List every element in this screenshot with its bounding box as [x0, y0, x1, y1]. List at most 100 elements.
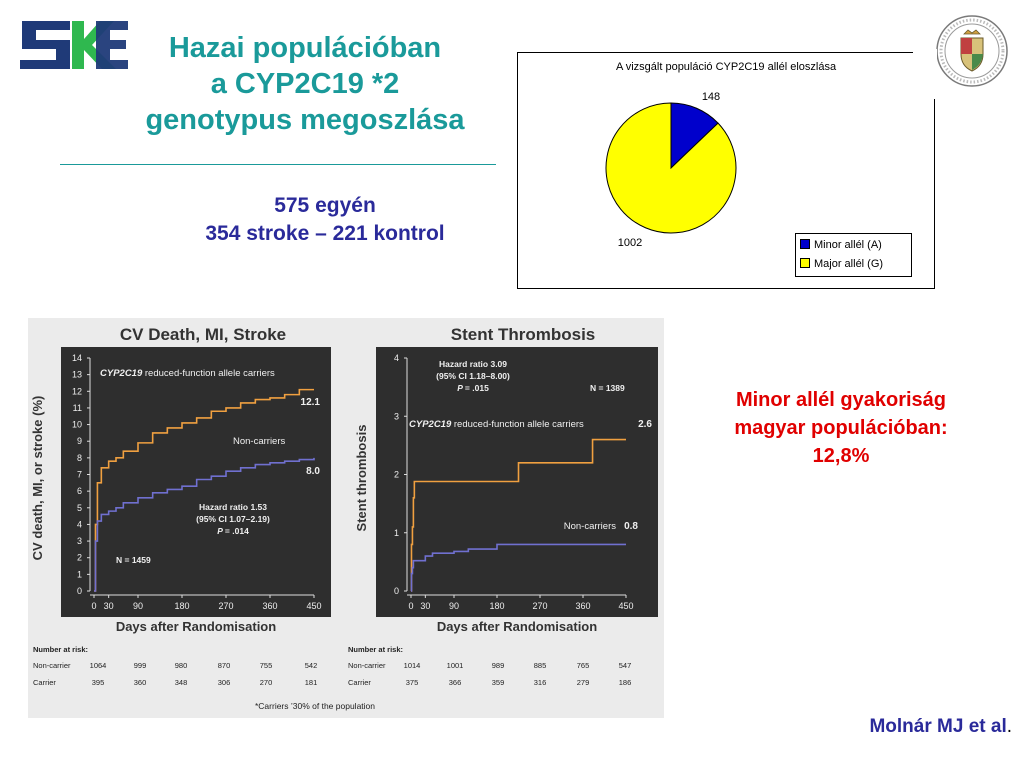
km-ytick-label-0-13: 13 [72, 370, 82, 380]
risk-cell-0-1-1: 360 [134, 678, 147, 687]
risk-cell-0-0-4: 755 [260, 661, 273, 670]
km-hr-line1-0: Hazard ratio 1.53 [199, 502, 267, 512]
km-ytick-label-0-12: 12 [72, 386, 82, 396]
km-noncarrier-label-0: Non-carriers [233, 436, 286, 447]
km-xtick-label-0-5: 360 [262, 601, 277, 611]
risk-cell-0-1-0: 395 [92, 678, 105, 687]
km-series-1-1 [410, 543, 626, 592]
km-title-0: CV Death, MI, Stroke [120, 325, 286, 344]
risk-cell-1-0-2: 989 [492, 661, 505, 670]
risk-cell-1-1-1: 366 [449, 678, 462, 687]
km-ytick-label-0-7: 7 [77, 470, 82, 480]
km-ytick-label-1-3: 3 [394, 411, 399, 421]
km-ytick-label-1-1: 1 [394, 528, 399, 538]
risk-cell-1-0-5: 547 [619, 661, 632, 670]
risk-header-0: Number at risk: [33, 645, 88, 654]
km-end-label-noncarrier-1: 0.8 [624, 521, 638, 532]
risk-cell-1-1-2: 359 [492, 678, 505, 687]
pie-chart-title: A vizsgált populáció CYP2C19 allél elosz… [615, 61, 837, 73]
risk-cell-1-0-1: 1001 [447, 661, 464, 670]
km-carrier-label-1: CYP2C19 reduced-function allele carriers [409, 419, 584, 430]
risk-cell-1-0-3: 885 [534, 661, 547, 670]
stat-line-2: magyar populációban: [734, 417, 948, 439]
km-xtick-label-1-1: 30 [420, 601, 430, 611]
km-n-0: N = 1459 [116, 555, 151, 565]
km-n-1: N = 1389 [590, 383, 625, 393]
risk-row-label-0-1: Carrier [33, 678, 56, 687]
pie-label-minor: 148 [702, 91, 720, 103]
legend-item-major: Major allél (G) [800, 256, 883, 272]
risk-cell-0-0-0: 1064 [90, 661, 107, 670]
title-line-2: a CYP2C19 *2 [210, 68, 400, 100]
km-title-1: Stent Thrombosis [451, 325, 596, 344]
km-ytick-label-0-6: 6 [77, 486, 82, 496]
risk-header-1: Number at risk: [348, 645, 403, 654]
legend-label-minor: Minor allél (A) [814, 239, 882, 251]
risk-cell-0-1-3: 306 [218, 678, 231, 687]
risk-cell-1-1-0: 375 [406, 678, 419, 687]
km-end-label-carrier-0: 12.1 [301, 397, 321, 408]
slide-title: Hazai populációban a CYP2C19 *2 genotypu… [95, 30, 515, 138]
citation-authors: Molnár MJ et al [869, 716, 1007, 737]
legend-item-minor: Minor allél (A) [800, 237, 882, 253]
km-ytick-label-1-4: 4 [394, 353, 399, 363]
logo-letter-s [20, 21, 70, 69]
risk-cell-1-1-4: 279 [577, 678, 590, 687]
risk-cell-0-0-3: 870 [218, 661, 231, 670]
ske-logo [20, 21, 128, 69]
pie-label-major: 1002 [618, 237, 642, 249]
pie-chart-svg: 148 1002 [605, 91, 737, 249]
citation: Molnár MJ et al. [790, 716, 1012, 738]
km-ytick-label-0-0: 0 [77, 586, 82, 596]
km-ylabel-0: CV death, MI, or stroke (%) [30, 396, 45, 561]
km-ytick-label-0-10: 10 [72, 420, 82, 430]
legend-label-major: Major allél (G) [814, 258, 884, 270]
km-ytick-label-0-9: 9 [77, 436, 82, 446]
risk-cell-0-0-2: 980 [175, 661, 188, 670]
risk-cell-1-0-0: 1014 [404, 661, 421, 670]
km-hr-line3-1: P = .015 [457, 383, 489, 393]
risk-row-label-1-0: Non-carrier [348, 661, 386, 670]
title-divider [60, 164, 496, 165]
km-ytick-label-1-0: 0 [394, 586, 399, 596]
allele-distribution-chart: A vizsgált populáció CYP2C19 allél elosz… [517, 52, 935, 289]
risk-cell-1-1-3: 316 [534, 678, 547, 687]
risk-cell-0-1-2: 348 [175, 678, 188, 687]
km-ytick-label-0-4: 4 [77, 519, 82, 529]
km-ytick-label-0-14: 14 [72, 353, 82, 363]
university-seal-icon [936, 15, 1008, 87]
risk-cell-1-0-4: 765 [577, 661, 590, 670]
km-xtick-label-1-2: 90 [449, 601, 459, 611]
km-noncarrier-label-1: Non-carriers [564, 521, 617, 532]
km-xtick-label-0-0: 0 [91, 601, 96, 611]
km-xtick-label-1-4: 270 [532, 601, 547, 611]
title-line-3: genotypus megoszlása [145, 104, 465, 136]
km-xtick-label-0-2: 90 [133, 601, 143, 611]
km-xtick-label-0-3: 180 [174, 601, 189, 611]
stat-line-1: Minor allél gyakoriság [735, 389, 947, 411]
km-hr-line2-0: (95% CI 1.07–2.19) [196, 514, 270, 524]
carriers-footnote: *Carriers ’30% of the population [255, 701, 375, 711]
risk-cell-0-1-5: 181 [305, 678, 318, 687]
km-ytick-label-0-2: 2 [77, 553, 82, 563]
km-xtick-label-0-1: 30 [104, 601, 114, 611]
km-ytick-label-0-8: 8 [77, 453, 82, 463]
km-xlabel-1: Days after Randomisation [437, 619, 597, 634]
logo-letter-e [96, 21, 128, 69]
km-hr-line3-0: P = .014 [217, 526, 249, 536]
km-hr-line1-1: Hazard ratio 3.09 [439, 359, 507, 369]
km-end-label-noncarrier-0: 8.0 [306, 466, 320, 477]
title-line-1: Hazai populációban [168, 32, 442, 64]
kaplan-meier-svg: CV Death, MI, Stroke01234567891011121314… [30, 325, 658, 711]
legend-swatch-major [800, 258, 810, 268]
km-ylabel-1: Stent thrombosis [354, 425, 369, 532]
km-ytick-label-1-2: 2 [394, 470, 399, 480]
km-xtick-label-1-0: 0 [408, 601, 413, 611]
km-xtick-label-1-3: 180 [489, 601, 504, 611]
risk-cell-0-0-1: 999 [134, 661, 147, 670]
km-ytick-label-0-5: 5 [77, 503, 82, 513]
risk-cell-0-1-4: 270 [260, 678, 273, 687]
stat-line-3: 12,8% [812, 445, 870, 467]
pie-slice-1 [605, 102, 737, 234]
pie-legend: Minor allél (A) Major allél (G) [795, 233, 912, 277]
